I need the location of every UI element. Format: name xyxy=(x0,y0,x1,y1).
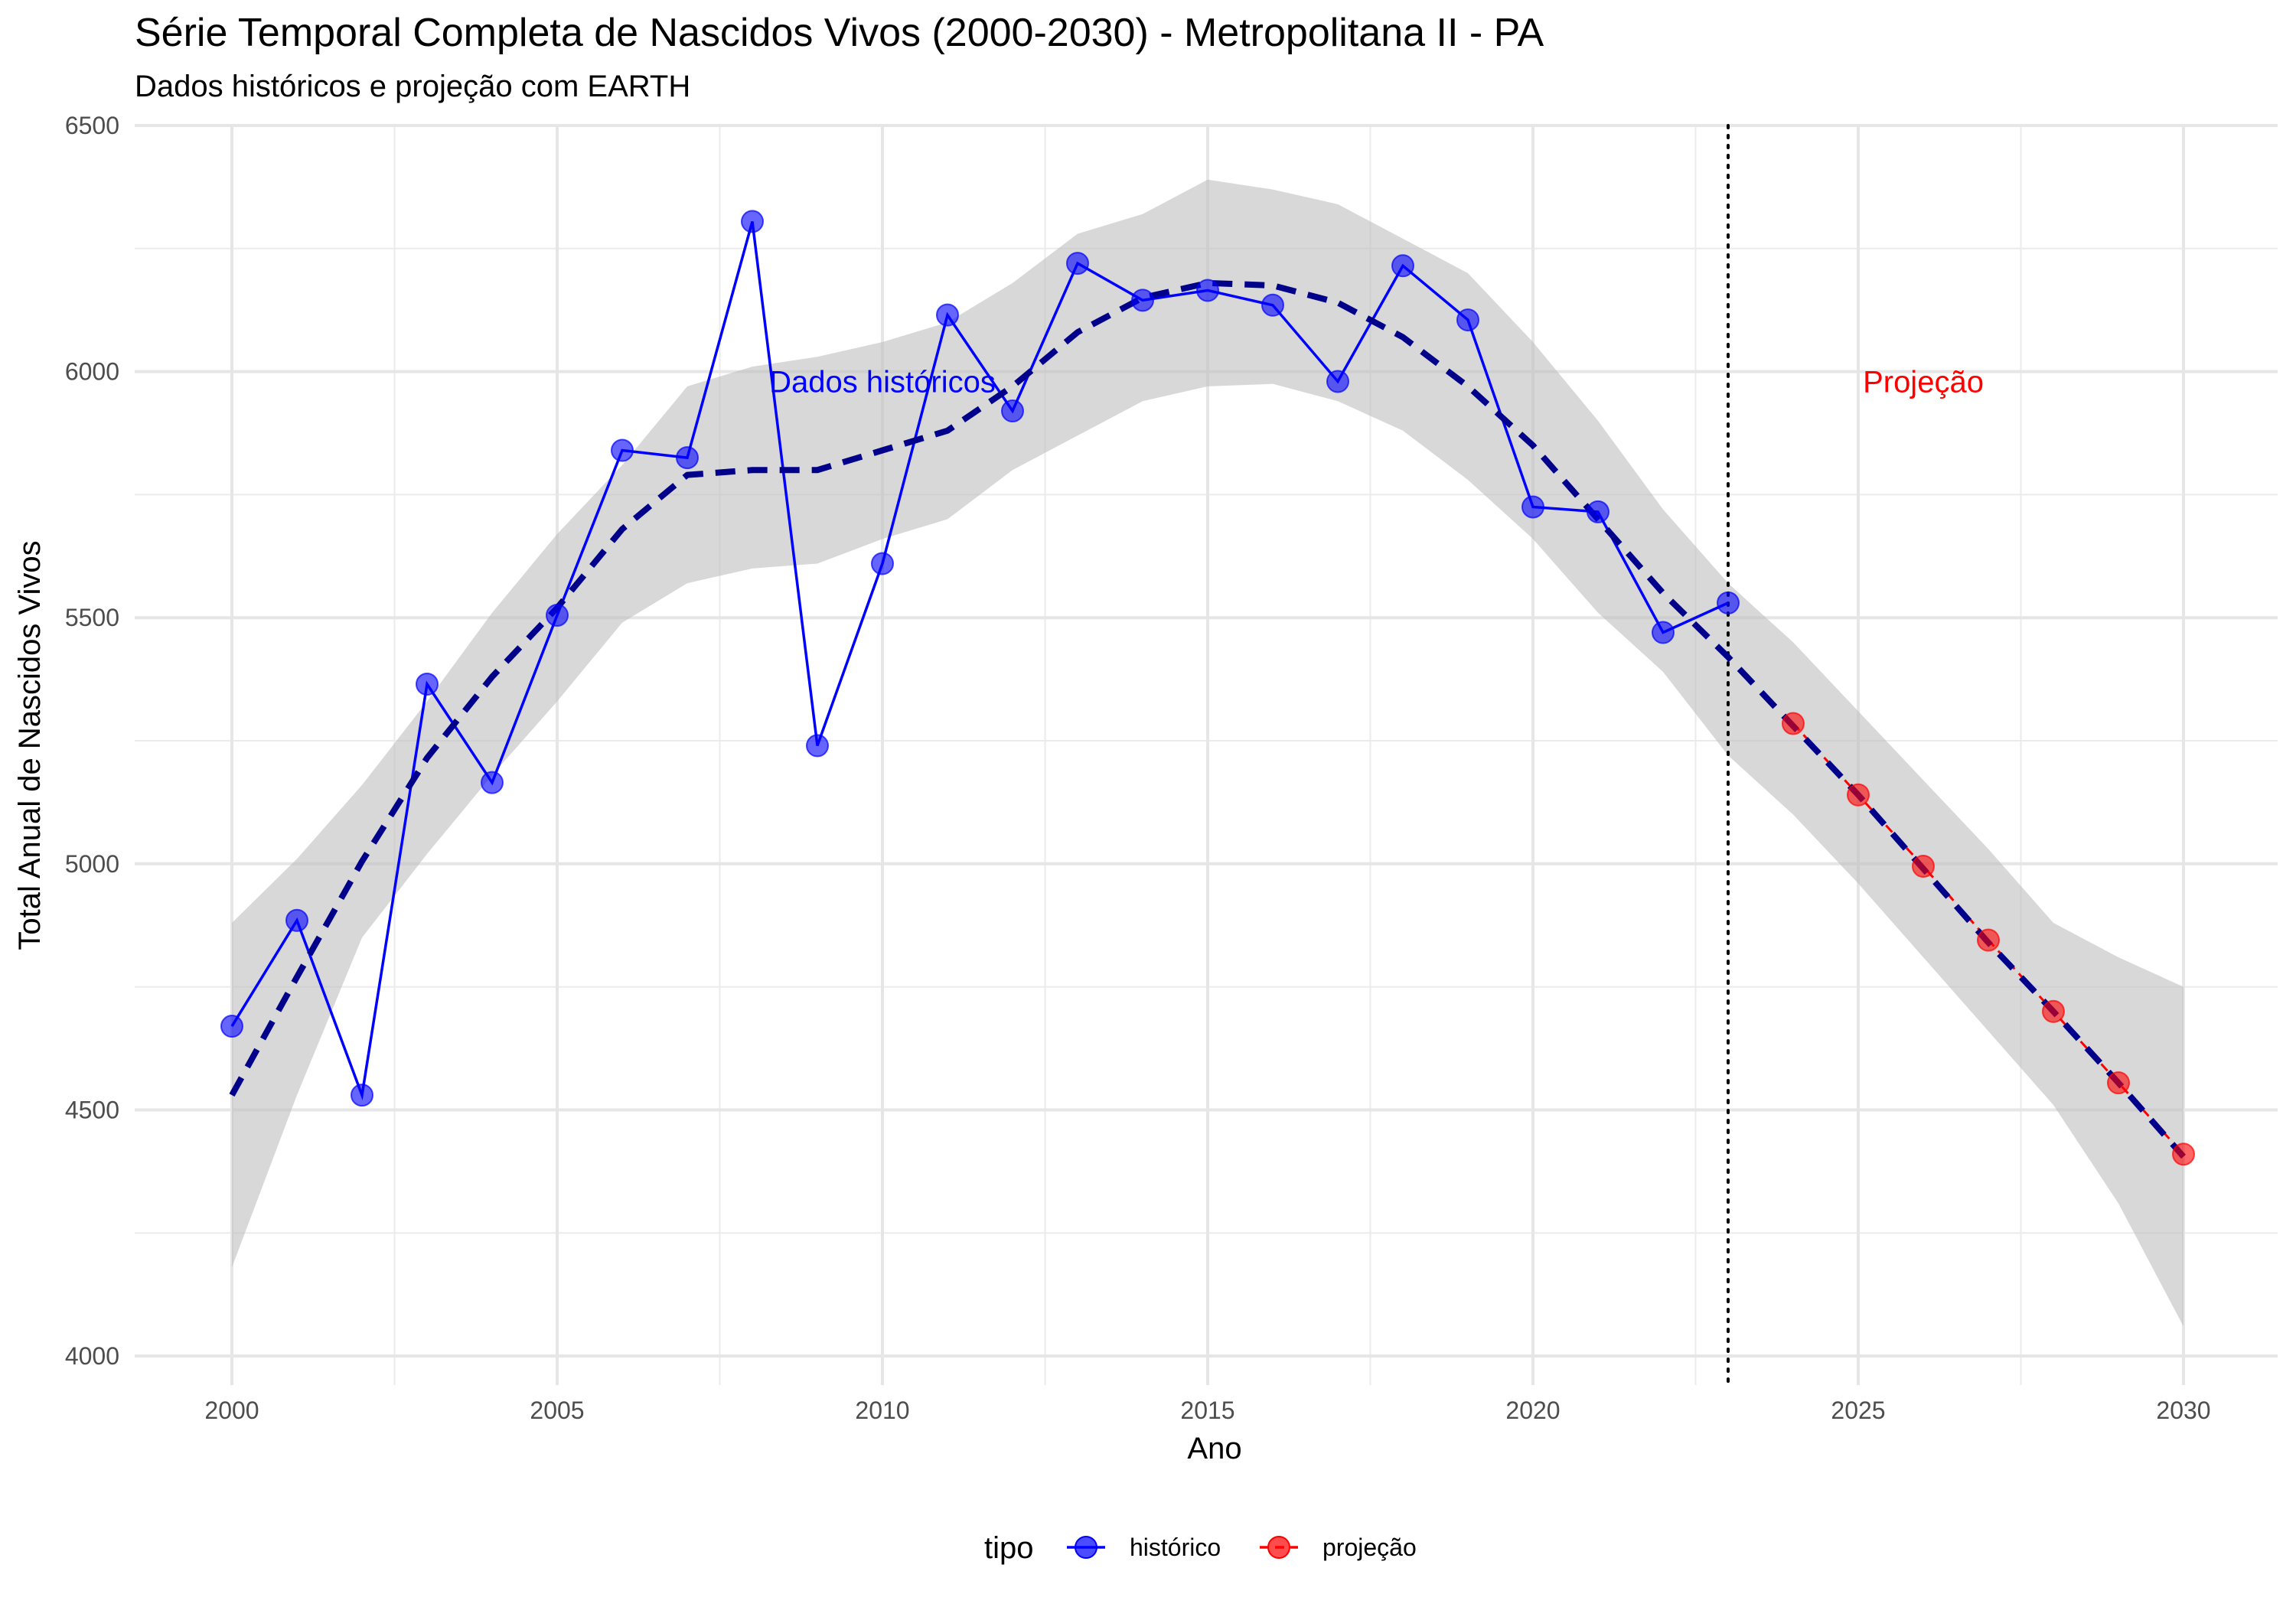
data-point xyxy=(220,1015,243,1038)
grid-major xyxy=(135,124,2278,1385)
data-point xyxy=(2042,999,2065,1023)
legend-label: histórico xyxy=(1130,1534,1221,1561)
confidence-band-layer xyxy=(232,179,2183,1327)
x-tick-label: 2025 xyxy=(1831,1397,1885,1424)
chart-title: Série Temporal Completa de Nascidos Vivo… xyxy=(135,11,1544,55)
y-tick-label: 4000 xyxy=(65,1342,119,1370)
y-tick-label: 6000 xyxy=(65,358,119,386)
data-point xyxy=(1587,500,1609,523)
x-tick-label: 2015 xyxy=(1180,1397,1234,1424)
data-point xyxy=(1001,399,1024,423)
data-point xyxy=(806,734,829,758)
y-tick-label: 4500 xyxy=(65,1096,119,1123)
legend-key-point xyxy=(1075,1536,1097,1559)
annotation-label: Projeção xyxy=(1863,365,1984,399)
data-point xyxy=(1196,279,1219,302)
data-point xyxy=(1782,712,1805,735)
data-point xyxy=(936,303,959,327)
data-point xyxy=(481,771,504,794)
annotation-label: Dados históricos xyxy=(769,365,996,399)
data-point xyxy=(1326,370,1349,393)
data-point xyxy=(741,210,764,233)
x-tick-label: 2000 xyxy=(204,1397,259,1424)
data-point xyxy=(1391,254,1414,278)
series-line-0 xyxy=(230,220,1729,1100)
data-point xyxy=(285,908,308,932)
chart-subtitle: Dados históricos e projeção com EARTH xyxy=(135,70,690,103)
data-point xyxy=(1521,495,1544,519)
x-axis-ticks: 2000 2005 2010 2015 2020 2025 2030 xyxy=(204,1397,2210,1424)
confidence-band xyxy=(232,179,2183,1327)
data-point xyxy=(546,603,569,627)
legend: tipo histórico projeção xyxy=(984,1531,1417,1565)
data-point xyxy=(1456,308,1479,332)
data-point xyxy=(1131,288,1154,312)
x-tick-label: 2005 xyxy=(530,1397,584,1424)
x-tick-label: 2030 xyxy=(2156,1397,2210,1424)
data-point xyxy=(871,552,894,575)
y-tick-label: 5500 xyxy=(65,604,119,631)
legend-key-point xyxy=(1267,1536,1290,1559)
data-point xyxy=(351,1084,373,1107)
annotations: Dados históricos Projeção xyxy=(769,365,1984,399)
data-point xyxy=(1912,855,1935,878)
data-point xyxy=(1066,252,1089,275)
data-point xyxy=(1652,621,1675,644)
data-point xyxy=(416,673,439,696)
x-axis-title: Ano xyxy=(1187,1432,1241,1465)
data-point xyxy=(676,446,699,470)
data-point xyxy=(1261,293,1284,317)
data-point xyxy=(1717,591,1740,614)
x-tick-label: 2020 xyxy=(1505,1397,1560,1424)
x-tick-label: 2010 xyxy=(855,1397,909,1424)
y-axis-ticks: 4000 4500 5000 5500 6000 6500 xyxy=(65,112,119,1370)
y-tick-label: 6500 xyxy=(65,112,119,139)
data-point xyxy=(2107,1071,2130,1095)
data-point xyxy=(2172,1143,2195,1166)
data-point xyxy=(611,438,634,462)
data-points xyxy=(220,210,2195,1166)
legend-title: tipo xyxy=(984,1531,1034,1565)
y-axis-title: Total Anual de Nascidos Vivos xyxy=(13,540,47,950)
data-point xyxy=(1977,928,2000,952)
legend-entries: histórico projeção xyxy=(1067,1534,1417,1561)
data-point xyxy=(1847,783,1870,807)
legend-label: projeção xyxy=(1322,1534,1417,1561)
y-tick-label: 5000 xyxy=(65,850,119,878)
